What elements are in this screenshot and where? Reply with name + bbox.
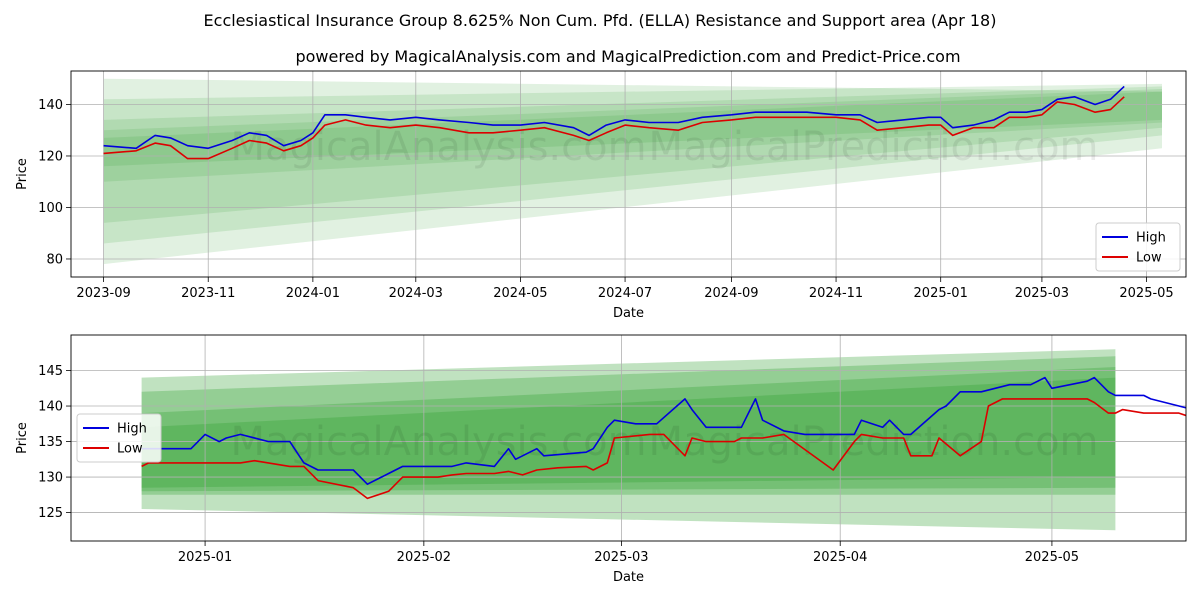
y-tick-label: 125: [38, 506, 63, 521]
legend: High Low: [76, 413, 162, 463]
watermark-text: MagicalPrediction.com: [649, 124, 1099, 170]
x-tick-label: 2025-04: [813, 550, 867, 565]
x-tick-label: 2025-02: [397, 550, 451, 565]
series-line-high: [141, 376, 1186, 485]
plot-frame: [70, 70, 1187, 278]
grid-lines: [71, 71, 1186, 277]
x-tick-label: 2025-03: [1015, 286, 1069, 301]
bottom-chart-panel: 2025-01 2025-02 2025-03 2025-04 2025-05 125 13…: [15, 334, 1187, 585]
y-tick-label: 80: [46, 252, 63, 267]
watermark-text: MagicalAnalysis.com: [230, 419, 646, 465]
legend: High Low: [1095, 222, 1181, 272]
support-resistance-bands: [141, 349, 1116, 531]
x-tick-label: 2024-09: [704, 286, 758, 301]
x-tick-label: 2024-11: [809, 286, 863, 301]
x-tick-label: 2025-01: [914, 286, 968, 301]
y-axis-label: Price: [15, 422, 30, 454]
y-tick-label: 140: [38, 400, 63, 415]
grid-lines: [71, 335, 1186, 541]
x-tick-label: 2024-07: [598, 286, 652, 301]
support-resistance-bands: [103, 78, 1163, 265]
x-tick-label: 2024-03: [389, 286, 443, 301]
legend-label-high: High: [117, 422, 147, 437]
legend-box: [1095, 222, 1181, 272]
band-4: [103, 89, 1163, 182]
series-line-high: [103, 85, 1125, 150]
x-tick-label: 2024-01: [286, 286, 340, 301]
y-axis-label: Price: [15, 158, 30, 190]
y-tick-label: 145: [38, 364, 63, 379]
legend-box: [76, 413, 162, 463]
band-3: [141, 367, 1116, 492]
y-tick-label: 135: [38, 435, 63, 450]
x-tick-label: 2025-05: [1025, 550, 1079, 565]
band-1: [141, 349, 1116, 531]
legend-label-low: Low: [117, 442, 143, 457]
chart-title: Ecclesiastical Insurance Group 8.625% No…: [204, 11, 997, 30]
band-2: [141, 356, 1116, 495]
x-axis-label: Date: [613, 306, 644, 321]
x-tick-label: 2025-01: [178, 550, 232, 565]
x-tick-label: 2023-11: [181, 286, 235, 301]
legend-label-low: Low: [1136, 251, 1162, 266]
plot-frame: [70, 334, 1187, 542]
watermark-text: MagicalAnalysis.com: [230, 124, 646, 170]
x-tick-label: 2025-05: [1119, 286, 1173, 301]
y-tick-label: 100: [38, 201, 63, 216]
chart-subtitle: powered by MagicalAnalysis.com and Magic…: [295, 47, 960, 66]
x-tick-label: 2023-09: [76, 286, 130, 301]
series-lines: [103, 85, 1125, 160]
y-tick-label: 140: [38, 98, 63, 113]
x-tick-label: 2024-05: [493, 286, 547, 301]
y-tick-label: 120: [38, 149, 63, 164]
y-tick-label: 130: [38, 471, 63, 486]
x-tick-label: 2025-03: [594, 550, 648, 565]
band-5: [103, 91, 1163, 167]
band-2: [103, 83, 1163, 244]
band-4: [141, 377, 1116, 488]
x-axis-label: Date: [613, 570, 644, 585]
series-line-low: [103, 96, 1125, 160]
legend-label-high: High: [1136, 231, 1166, 246]
top-chart-panel: 2023-09 2023-11 2024-01 2024-03 2024-05 2024-…: [15, 70, 1187, 321]
